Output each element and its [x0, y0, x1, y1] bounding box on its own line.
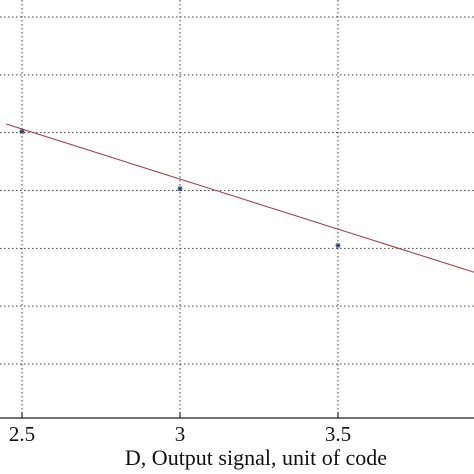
x-tick-label: 2.5 — [9, 422, 35, 446]
series — [6, 123, 474, 273]
x-axis-label: D, Output signal, unit of code — [125, 445, 387, 470]
x-tick-label: 3 — [175, 422, 186, 446]
data-point-marker — [177, 186, 183, 192]
data-point-marker — [19, 129, 25, 135]
x-ticks: 2.5 3 3.5 — [9, 412, 351, 446]
x-tick-label: 3.5 — [325, 422, 351, 446]
grid — [0, 0, 474, 418]
series-fit-line — [6, 123, 474, 273]
data-point-marker — [335, 242, 341, 248]
